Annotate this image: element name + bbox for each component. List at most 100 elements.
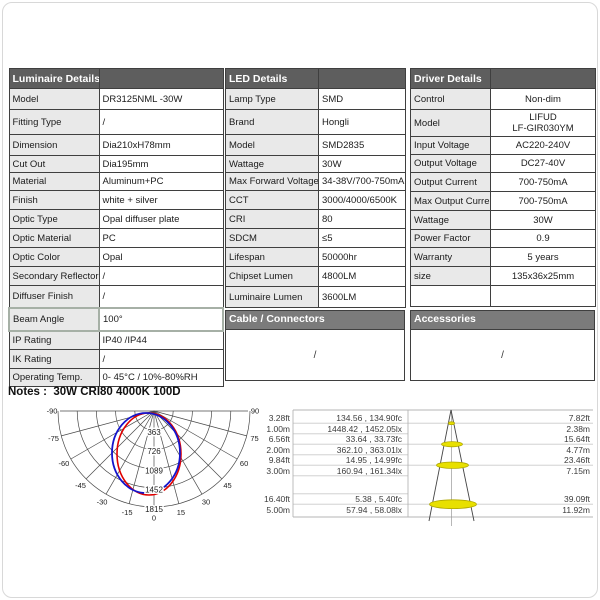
beam-diameter-m: 11.92m: [562, 504, 590, 515]
angle-label: 45: [223, 481, 231, 490]
accessories-text: /: [501, 349, 504, 361]
cable-connectors-header: Cable / Connectors: [225, 310, 405, 330]
field-label: Brand: [225, 109, 319, 135]
table-row-beam-angle-selected: Beam Angle 100°: [8, 306, 224, 332]
table-header-row: Driver Details: [410, 68, 596, 89]
angle-label: 0: [152, 514, 156, 523]
angle-label: -45: [75, 481, 86, 490]
field-value: /: [98, 266, 224, 286]
field-label: Wattage: [410, 210, 491, 230]
table-row: Max Output Current 700-750mA: [410, 191, 596, 211]
beam-diameter-ft: 39.09ft: [564, 494, 590, 504]
table-row: Diffuser Finish /: [8, 285, 224, 308]
field-value: DC27-40V: [490, 154, 596, 173]
distance-m: 3.00m: [266, 465, 290, 476]
field-value: [490, 285, 596, 307]
field-value: Dia210xH78mm: [98, 134, 224, 156]
field-label: CCT: [225, 190, 319, 210]
driver-details-table: Driver Details Control Non-dim Model LIFU…: [410, 68, 596, 307]
cable-connectors-value: /: [225, 329, 405, 381]
distance-ft: 6.56ft: [268, 434, 290, 444]
ring-label: 1452: [145, 486, 163, 495]
distance-ft: 3.28ft: [268, 413, 290, 423]
field-value: LIFUD LF-GIR030YM: [490, 109, 596, 137]
field-label: [410, 285, 491, 307]
field-value: IP40 /IP44: [98, 330, 224, 350]
beam-diameter-m: 7.15m: [566, 465, 590, 476]
driver-model-line2: LF-GIR030YM: [512, 123, 574, 134]
notes-label: Notes :: [8, 386, 47, 398]
field-label: Wattage: [225, 155, 319, 173]
table-row: Model LIFUD LF-GIR030YM: [410, 109, 596, 137]
illuminance-lx: 1448.42 , 1452.05lx: [327, 423, 402, 434]
field-value: 100°: [98, 306, 224, 332]
polar-intensity-chart: 363 726 1089 1452 1815 -90 -75 -60 -45 -…: [47, 407, 260, 523]
table-row: IP Rating IP40 /IP44: [8, 330, 224, 350]
table-row: Cut Out Dia195mm: [8, 155, 224, 173]
section-title: Accessories: [414, 313, 476, 325]
illuminance-fc: 33.64 , 33.73fc: [345, 434, 402, 444]
angle-label: -90: [47, 407, 58, 416]
field-label: Optic Type: [8, 209, 100, 229]
luminaire-details-table: Luminaire Details Model DR3125NML -30W Fi…: [8, 68, 224, 387]
table-row: Secondary Reflector /: [8, 266, 224, 286]
beam-diameter-ft: 23.46ft: [564, 455, 590, 465]
field-label: Finish: [8, 190, 100, 210]
field-value: 700-750mA: [490, 191, 596, 211]
table-row: Optic Color Opal: [8, 247, 224, 267]
field-value: 135x36x25mm: [490, 266, 596, 286]
field-label: Beam Angle: [8, 306, 100, 332]
field-value: 3600LM: [318, 286, 406, 308]
table-row: Fitting Type /: [8, 109, 224, 135]
field-value: /: [98, 349, 224, 369]
field-label: Warranty: [410, 247, 491, 267]
table-row: SDCM ≤5: [225, 228, 406, 248]
table-row: Luminaire Lumen 3600LM: [225, 286, 406, 308]
polar-grid: [57, 410, 251, 508]
field-value: Dia195mm: [98, 155, 224, 173]
illuminance-fc: 134.56 , 134.90fc: [336, 413, 402, 423]
table-row: Dimension Dia210xH78mm: [8, 134, 224, 156]
notes-value: 30W CRI80 4000K 100D: [53, 386, 181, 398]
table-header-row: LED Details: [225, 68, 406, 89]
beam-diameter-m: 2.38m: [566, 423, 590, 434]
field-label: Operating Temp.: [8, 368, 100, 387]
angle-label: 15: [177, 508, 185, 517]
section-title: LED Details: [225, 68, 319, 89]
cable-connectors-text: /: [313, 349, 317, 361]
beam-diameter-ft: 7.82ft: [568, 413, 590, 423]
field-value: Aluminum+PC: [98, 172, 224, 191]
field-label: Max Output Current: [410, 191, 491, 211]
table-row: Wattage 30W: [410, 210, 596, 230]
illuminance-lx: 57.94 , 58.08lx: [346, 504, 402, 515]
field-label: Diffuser Finish: [8, 285, 100, 308]
field-label: Model: [225, 134, 319, 156]
table-row: Max Forward Voltage 34-38V/700-750mA: [225, 172, 406, 191]
field-value: /: [98, 285, 224, 308]
field-value: 30W: [318, 155, 406, 173]
field-value: 5 years: [490, 247, 596, 267]
table-header-row: Luminaire Details: [8, 68, 224, 89]
field-value: 30W: [490, 210, 596, 230]
field-value: 0.9: [490, 229, 596, 248]
beam-spot-2m: [441, 441, 463, 448]
field-value: Non-dim: [490, 88, 596, 110]
illuminance-lx: 160.94 , 161.34lx: [336, 465, 402, 476]
field-value: 50000hr: [318, 247, 406, 267]
beam-diameter-ft: 15.64ft: [564, 434, 590, 444]
notes-line: Notes : 30W CRI80 4000K 100D: [8, 386, 181, 398]
ring-label: 726: [147, 447, 161, 456]
field-value: Opal: [98, 247, 224, 267]
field-label: Optic Color: [8, 247, 100, 267]
field-value: white + silver: [98, 190, 224, 210]
field-value: SMD2835: [318, 134, 406, 156]
field-value: Opal diffuser plate: [98, 209, 224, 229]
distance-m: 2.00m: [266, 444, 290, 455]
field-label: Cut Out: [8, 155, 100, 173]
distance-ft: 9.84ft: [268, 455, 290, 465]
table-row: Chipset Lumen 4800LM: [225, 266, 406, 287]
field-value: Hongli: [318, 109, 406, 135]
field-value: AC220-240V: [490, 136, 596, 155]
